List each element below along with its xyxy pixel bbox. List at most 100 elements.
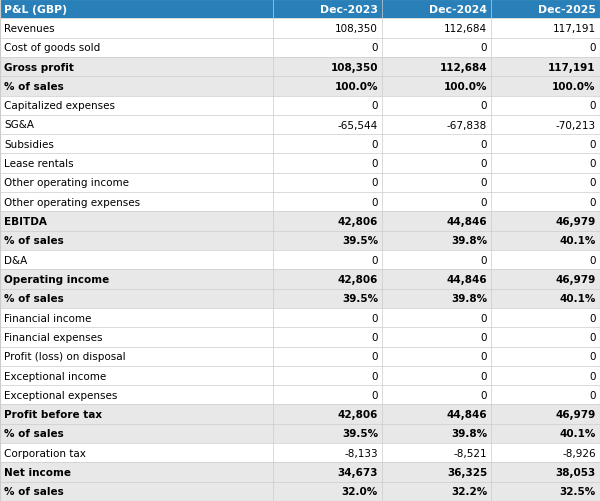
Text: 0: 0 — [371, 140, 378, 149]
Text: 40.1%: 40.1% — [559, 236, 596, 246]
Bar — [273, 19, 382, 39]
Text: 40.1%: 40.1% — [559, 294, 596, 304]
Text: % of sales: % of sales — [4, 82, 64, 92]
Text: Exceptional expenses: Exceptional expenses — [4, 390, 118, 400]
Bar — [0, 212, 273, 231]
Bar — [382, 96, 491, 116]
Text: Profit (loss) on disposal: Profit (loss) on disposal — [4, 352, 126, 361]
Text: 0: 0 — [481, 313, 487, 323]
Bar — [273, 0, 382, 19]
Bar — [0, 58, 273, 77]
Text: Other operating expenses: Other operating expenses — [4, 197, 140, 207]
Text: Lease rentals: Lease rentals — [4, 159, 74, 169]
Text: 0: 0 — [589, 390, 596, 400]
Text: 0: 0 — [589, 352, 596, 361]
Bar — [273, 77, 382, 96]
Text: Capitalized expenses: Capitalized expenses — [4, 101, 115, 111]
Text: EBITDA: EBITDA — [4, 216, 47, 226]
Text: % of sales: % of sales — [4, 428, 64, 438]
Bar — [491, 173, 600, 193]
Bar — [491, 366, 600, 385]
Bar — [273, 443, 382, 462]
Bar — [382, 39, 491, 58]
Bar — [0, 77, 273, 96]
Bar — [0, 231, 273, 250]
Bar — [273, 250, 382, 270]
Bar — [273, 328, 382, 347]
Text: -70,213: -70,213 — [556, 120, 596, 130]
Text: 0: 0 — [481, 371, 487, 381]
Text: 117,191: 117,191 — [553, 24, 596, 34]
Bar — [382, 385, 491, 405]
Text: SG&A: SG&A — [4, 120, 34, 130]
Text: 0: 0 — [481, 255, 487, 265]
Bar — [491, 289, 600, 308]
Text: 0: 0 — [481, 352, 487, 361]
Bar — [382, 19, 491, 39]
Bar — [382, 289, 491, 308]
Bar — [491, 347, 600, 366]
Text: 0: 0 — [589, 255, 596, 265]
Bar — [491, 385, 600, 405]
Bar — [382, 405, 491, 424]
Bar — [382, 308, 491, 328]
Bar — [382, 0, 491, 19]
Bar — [273, 385, 382, 405]
Bar — [382, 116, 491, 135]
Text: -65,544: -65,544 — [338, 120, 378, 130]
Text: 0: 0 — [371, 159, 378, 169]
Bar — [0, 173, 273, 193]
Bar — [0, 39, 273, 58]
Text: 0: 0 — [589, 197, 596, 207]
Text: Net income: Net income — [4, 467, 71, 477]
Bar — [491, 39, 600, 58]
Text: 44,846: 44,846 — [446, 409, 487, 419]
Text: 100.0%: 100.0% — [335, 82, 378, 92]
Bar — [491, 212, 600, 231]
Text: 32.5%: 32.5% — [560, 486, 596, 496]
Bar — [0, 270, 273, 289]
Bar — [491, 0, 600, 19]
Bar — [273, 173, 382, 193]
Text: 0: 0 — [371, 255, 378, 265]
Text: -8,133: -8,133 — [344, 448, 378, 458]
Text: 0: 0 — [589, 371, 596, 381]
Text: 0: 0 — [371, 390, 378, 400]
Text: 0: 0 — [481, 159, 487, 169]
Text: Operating income: Operating income — [4, 275, 109, 285]
Text: % of sales: % of sales — [4, 236, 64, 246]
Text: 36,325: 36,325 — [447, 467, 487, 477]
Bar — [491, 443, 600, 462]
Bar — [382, 347, 491, 366]
Text: 0: 0 — [589, 313, 596, 323]
Text: 0: 0 — [589, 140, 596, 149]
Bar — [382, 173, 491, 193]
Bar — [0, 405, 273, 424]
Bar — [0, 308, 273, 328]
Text: 108,350: 108,350 — [335, 24, 378, 34]
Text: Financial income: Financial income — [4, 313, 92, 323]
Text: 0: 0 — [371, 352, 378, 361]
Bar — [491, 77, 600, 96]
Bar — [0, 289, 273, 308]
Bar — [491, 135, 600, 154]
Bar — [491, 19, 600, 39]
Bar — [273, 308, 382, 328]
Text: 0: 0 — [481, 140, 487, 149]
Text: Dec-2024: Dec-2024 — [429, 5, 487, 15]
Bar — [0, 462, 273, 482]
Text: 117,191: 117,191 — [548, 63, 596, 73]
Text: 0: 0 — [371, 371, 378, 381]
Bar — [273, 366, 382, 385]
Text: Gross profit: Gross profit — [4, 63, 74, 73]
Text: 0: 0 — [371, 43, 378, 53]
Bar — [491, 270, 600, 289]
Text: 0: 0 — [371, 178, 378, 188]
Text: 46,979: 46,979 — [556, 216, 596, 226]
Text: Subsidies: Subsidies — [4, 140, 54, 149]
Text: Revenues: Revenues — [4, 24, 55, 34]
Bar — [0, 116, 273, 135]
Text: 108,350: 108,350 — [331, 63, 378, 73]
Bar — [0, 250, 273, 270]
Bar — [0, 328, 273, 347]
